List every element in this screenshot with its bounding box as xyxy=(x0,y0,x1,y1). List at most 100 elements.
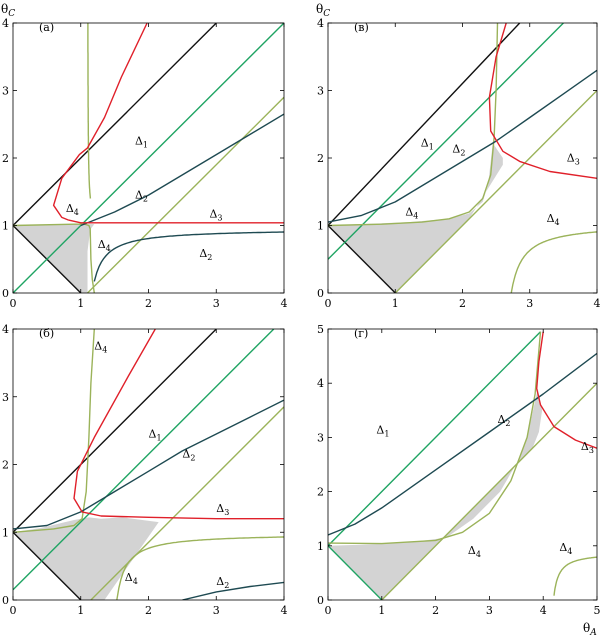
y-tick-label: 4 xyxy=(2,17,9,30)
x-tick-label: 2 xyxy=(432,604,439,617)
olive-curve-6 xyxy=(510,231,597,293)
y-tick-label: 0 xyxy=(317,287,324,300)
x-tick-label: 3 xyxy=(526,297,533,310)
x-tick-label: 1 xyxy=(77,604,84,617)
panel-label: (б) xyxy=(39,327,54,340)
y-tick-label: 2 xyxy=(317,152,324,165)
olive-curve-5 xyxy=(553,556,597,596)
black-line-2 xyxy=(328,225,396,293)
x-tick-label: 4 xyxy=(281,297,288,310)
x-tick-label: 4 xyxy=(594,297,601,310)
curve-annotation: Δ4 xyxy=(547,212,560,227)
y-tick-label: 4 xyxy=(2,323,9,336)
black-line-1 xyxy=(13,23,217,226)
y-tick-label: 4 xyxy=(317,377,324,390)
shaded-region xyxy=(13,517,159,600)
olive-curve-4 xyxy=(87,96,284,293)
y-tick-label: 2 xyxy=(2,459,9,472)
curve-annotation: Δ3 xyxy=(216,502,229,517)
olive-curve-3 xyxy=(381,382,597,600)
x-tick-label: 0 xyxy=(10,604,17,617)
x-tick-label: 3 xyxy=(213,297,220,310)
y-tick-label: 3 xyxy=(2,85,9,98)
curve-annotation: Δ4 xyxy=(98,238,111,253)
red-curve-9 xyxy=(73,329,284,520)
green-line-3 xyxy=(13,23,284,293)
teal-curve-7 xyxy=(13,399,284,530)
curve-annotation: Δ4 xyxy=(125,571,138,586)
red-curve-10 xyxy=(68,219,284,224)
green-line-1 xyxy=(328,545,383,600)
green-line-3 xyxy=(13,329,275,591)
y-tick-label: 2 xyxy=(2,152,9,165)
teal-curve-7 xyxy=(328,69,597,223)
curve-annotation: Δ1 xyxy=(376,424,389,439)
panel-label: (г) xyxy=(354,327,368,340)
curve-annotation: Δ2 xyxy=(135,189,148,204)
panel-g: 0 1 2 3 4 5 0 1 2 3 4 5 (г) θA Δ1 Δ2 Δ3 Δ4 Δ4 xyxy=(317,323,601,638)
shaded-region xyxy=(328,388,543,600)
curve-annotation: Δ2 xyxy=(182,448,195,463)
olive-curve-5 xyxy=(87,23,92,199)
curve-annotation: Δ1 xyxy=(149,427,162,442)
green-line-3 xyxy=(328,23,564,260)
olive-curve-4 xyxy=(328,331,542,545)
red-curve-9 xyxy=(52,23,148,221)
olive-curve-4 xyxy=(90,406,284,600)
curve-annotation: Δ2 xyxy=(497,413,510,428)
red-curve-8 xyxy=(488,23,597,179)
black-line-1 xyxy=(13,329,217,533)
y-tick-label: 2 xyxy=(317,486,324,499)
x-tick-label: 1 xyxy=(392,297,399,310)
x-tick-label: 4 xyxy=(540,604,547,617)
curve-annotation: Δ3 xyxy=(581,440,594,455)
teal-curve-8 xyxy=(93,231,284,282)
olive-curve-6 xyxy=(13,223,95,293)
y-tick-label: 0 xyxy=(317,594,324,607)
x-tick-label: 0 xyxy=(10,297,17,310)
black-line-1 xyxy=(328,23,521,226)
x-tick-label: 1 xyxy=(77,297,84,310)
y-tick-label: 4 xyxy=(317,17,324,30)
black-line-2 xyxy=(13,531,82,600)
y-tick-label: 5 xyxy=(317,323,324,336)
x-tick-label: 0 xyxy=(325,604,332,617)
y-tick-label: 3 xyxy=(317,431,324,444)
x-tick-label: 2 xyxy=(459,297,466,310)
panel-b: 0 1 2 3 4 0 1 2 3 4 (б) Δ4 Δ1 Δ2 Δ3 Δ4 Δ2 xyxy=(2,323,288,617)
olive-curve-5 xyxy=(328,23,499,227)
curve-annotation: Δ1 xyxy=(421,137,434,152)
x-tick-label: 3 xyxy=(486,604,493,617)
teal-curve-8 xyxy=(182,581,284,600)
curve-annotation: Δ4 xyxy=(559,541,572,556)
y-tick-label: 1 xyxy=(2,220,9,233)
shaded-region xyxy=(328,143,503,293)
curve-annotation: Δ3 xyxy=(209,207,222,222)
panel-label: (в) xyxy=(354,21,369,34)
x-tick-label: 2 xyxy=(145,604,152,617)
x-tick-label: 0 xyxy=(325,297,332,310)
green-line-2 xyxy=(328,331,541,547)
curve-annotation: Δ2 xyxy=(452,143,465,158)
curve-annotation: Δ1 xyxy=(135,135,148,150)
olive-curve-6 xyxy=(116,536,284,600)
y-tick-label: 3 xyxy=(317,85,324,98)
x-axis-label: θA xyxy=(583,621,597,638)
x-tick-label: 1 xyxy=(378,604,385,617)
plot-frame xyxy=(327,328,598,601)
red-curve-7 xyxy=(536,331,597,449)
x-tick-label: 3 xyxy=(213,604,220,617)
curve-annotation: Δ2 xyxy=(216,575,229,590)
y-tick-label: 3 xyxy=(2,391,9,404)
x-tick-label: 2 xyxy=(145,297,152,310)
teal-curve-6 xyxy=(328,352,597,536)
y-tick-label: 1 xyxy=(317,540,324,553)
y-tick-label: 1 xyxy=(317,220,324,233)
x-tick-label: 5 xyxy=(594,604,601,617)
olive-curve-4 xyxy=(394,90,597,293)
olive-curve-5 xyxy=(13,329,95,533)
curve-annotation: Δ4 xyxy=(405,205,418,220)
panel-label: (а) xyxy=(39,21,54,34)
